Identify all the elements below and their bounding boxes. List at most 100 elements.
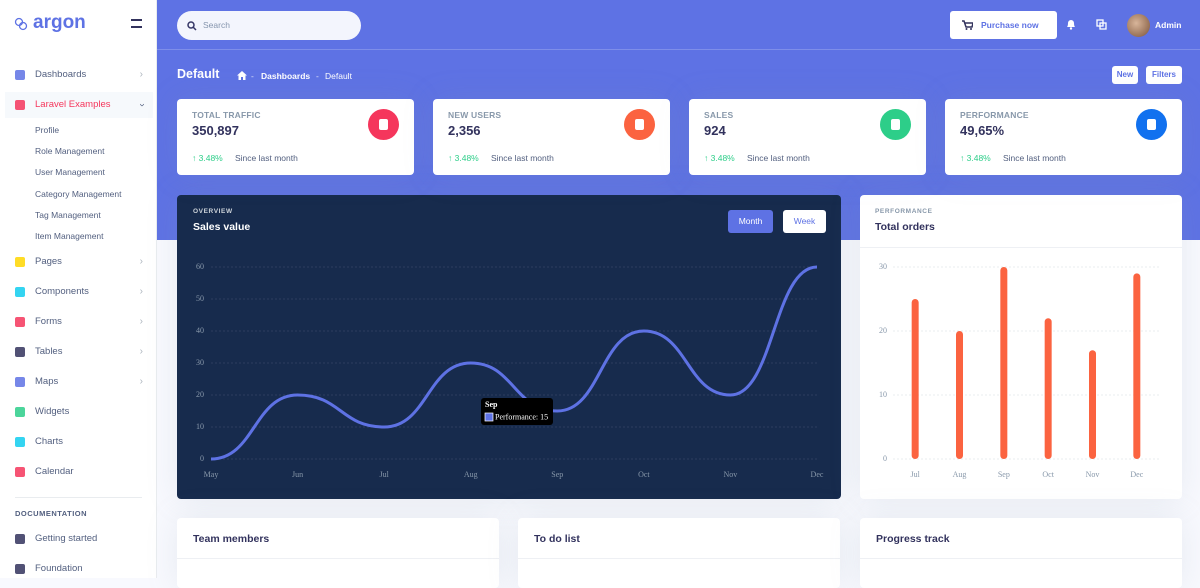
menu-toggle[interactable] bbox=[131, 19, 142, 28]
stat-label: PERFORMANCE bbox=[960, 110, 1029, 120]
brand[interactable]: argon bbox=[33, 12, 86, 33]
page-title: Default bbox=[177, 67, 220, 81]
y-tick-label: 0 bbox=[883, 454, 887, 463]
bar bbox=[1044, 318, 1052, 459]
arrow-up: ↑ bbox=[192, 153, 199, 163]
change-value: 3.48% bbox=[710, 153, 735, 163]
stat-value: 2,356 bbox=[448, 123, 481, 138]
divider bbox=[157, 49, 1200, 50]
change-value: 3.48% bbox=[966, 153, 991, 163]
chevron: › bbox=[139, 256, 143, 267]
stat-icon bbox=[368, 109, 399, 140]
nav-item[interactable]: Maps › bbox=[5, 369, 153, 395]
stat-card: SALES 924 ↑ 3.48% Since last month bbox=[689, 99, 926, 175]
subnav-item[interactable]: Item Management bbox=[35, 231, 104, 241]
divider bbox=[860, 247, 1182, 248]
y-tick-label: 60 bbox=[196, 262, 204, 271]
nav-item[interactable]: Forms › bbox=[5, 309, 153, 335]
bell-icon[interactable] bbox=[1066, 19, 1076, 30]
nav-item[interactable]: Pages › bbox=[5, 249, 153, 275]
change-value: 3.48% bbox=[198, 153, 223, 163]
nav-icon bbox=[15, 564, 25, 574]
new-button[interactable]: New bbox=[1112, 66, 1138, 84]
card-title: Total orders bbox=[875, 221, 935, 233]
x-tick-label: Jul bbox=[379, 470, 389, 479]
bar bbox=[1089, 350, 1096, 459]
stat-icon bbox=[880, 109, 911, 140]
nav-icon bbox=[15, 534, 25, 544]
nav-item[interactable]: Calendar bbox=[5, 459, 153, 485]
stat-card: TOTAL TRAFFIC 350,897 ↑ 3.48% Since last mo… bbox=[177, 99, 414, 175]
nav-item[interactable]: Widgets bbox=[5, 399, 153, 425]
month-toggle[interactable]: Month bbox=[728, 210, 773, 233]
nav-item[interactable]: Laravel Examples › bbox=[5, 92, 153, 118]
subnav-item[interactable]: User Management bbox=[35, 167, 105, 178]
search-box[interactable]: Search bbox=[177, 11, 361, 40]
chevron: › bbox=[139, 286, 143, 297]
home-icon[interactable] bbox=[237, 71, 247, 80]
nav-item[interactable]: Tables › bbox=[5, 339, 153, 365]
filters-button[interactable]: Filters bbox=[1146, 66, 1182, 84]
nav-label: Tables bbox=[35, 346, 63, 357]
y-tick-label: 30 bbox=[196, 358, 204, 367]
x-tick-label: Jul bbox=[910, 470, 920, 479]
bar bbox=[1133, 273, 1141, 459]
x-tick-label: Aug bbox=[464, 470, 478, 479]
week-toggle[interactable]: Week bbox=[783, 210, 826, 233]
nav-item[interactable]: Components › bbox=[5, 279, 153, 305]
chevron: › bbox=[139, 376, 143, 387]
arrow-up: ↑ bbox=[960, 153, 967, 163]
brand-logo bbox=[14, 17, 28, 31]
nav-item[interactable]: Foundation bbox=[5, 556, 153, 582]
x-tick-label: Oct bbox=[638, 470, 650, 479]
nav-icon bbox=[15, 257, 25, 267]
bar-chart: 0 10 20 30 Jul Aug Sep Oct Nov Dec bbox=[879, 262, 1159, 479]
nav-item[interactable]: Dashboards › bbox=[5, 62, 153, 88]
purchase-label: Purchase now bbox=[981, 20, 1039, 30]
y-tick-label: 20 bbox=[879, 326, 887, 335]
chevron: › bbox=[139, 316, 143, 327]
nav-icon bbox=[15, 70, 25, 80]
icon-glyph bbox=[891, 119, 900, 130]
nav-label: Calendar bbox=[35, 466, 74, 477]
chevron: › bbox=[139, 346, 143, 357]
subnav-item[interactable]: Category Management bbox=[35, 188, 122, 199]
avatar[interactable] bbox=[1127, 14, 1150, 37]
breadcrumb-separator: - bbox=[316, 71, 319, 81]
x-tick-label: Nov bbox=[1086, 470, 1100, 479]
icon-glyph bbox=[1147, 119, 1156, 130]
x-tick-label: Dec bbox=[1130, 470, 1143, 479]
apps-icon[interactable] bbox=[1096, 19, 1107, 30]
x-tick-label: Nov bbox=[724, 470, 738, 479]
nav-icon bbox=[15, 407, 25, 417]
breadcrumb-item: Default bbox=[325, 71, 352, 81]
nav-item[interactable]: Charts bbox=[5, 429, 153, 455]
tooltip-title: Sep bbox=[485, 400, 498, 409]
x-tick-label: Aug bbox=[953, 470, 967, 479]
stat-change: ↑ 3.48% bbox=[960, 153, 991, 163]
subnav-item[interactable]: Tag Management bbox=[35, 209, 101, 220]
sidebar: argon DOCUMENTATION Dashboards › Laravel E… bbox=[0, 0, 157, 578]
search-icon bbox=[187, 21, 197, 31]
user-name[interactable]: Admin bbox=[1155, 20, 1182, 30]
stat-label: NEW USERS bbox=[448, 110, 502, 120]
subnav-item[interactable]: Role Management bbox=[35, 146, 105, 157]
tooltip-swatch bbox=[484, 412, 494, 422]
nav-icon bbox=[15, 467, 25, 477]
nav-label: Getting started bbox=[35, 533, 98, 544]
card-title: Sales value bbox=[193, 221, 251, 233]
nav-item[interactable]: Getting started bbox=[5, 526, 153, 552]
breadcrumb-separator: - bbox=[251, 71, 254, 81]
stat-change: ↑ 3.48% bbox=[704, 153, 735, 163]
tooltip: Sep Performance: 15 bbox=[481, 398, 553, 425]
purchase-button[interactable]: Purchase now bbox=[950, 11, 1057, 39]
card-overline: PERFORMANCE bbox=[875, 208, 933, 215]
stat-change: ↑ 3.48% bbox=[192, 153, 223, 163]
stat-note: Since last month bbox=[747, 153, 810, 163]
stat-value: 924 bbox=[704, 123, 726, 138]
panel-title: Team members bbox=[193, 533, 270, 545]
panel-card: Team members bbox=[177, 518, 499, 588]
breadcrumb-item[interactable]: Dashboards bbox=[261, 71, 311, 81]
subnav-item[interactable]: Profile bbox=[35, 125, 60, 135]
